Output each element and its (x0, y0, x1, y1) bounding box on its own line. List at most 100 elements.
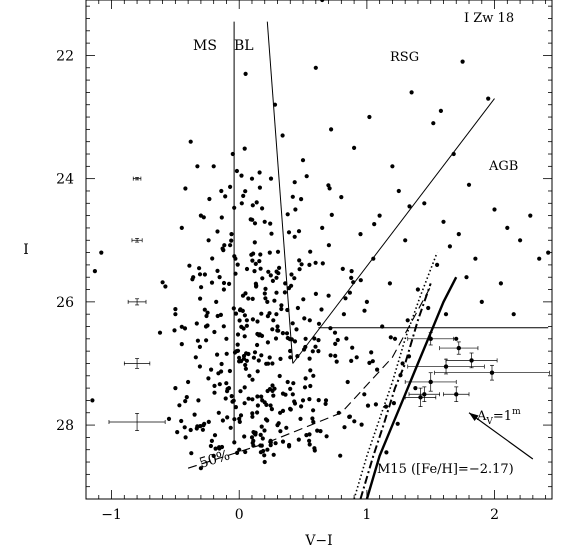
data-point (243, 291, 248, 296)
data-point (266, 361, 271, 366)
error-bar-point-dot (428, 336, 433, 342)
data-point (274, 290, 279, 295)
data-point (340, 266, 345, 271)
data-point (344, 336, 349, 341)
data-point (405, 318, 410, 323)
data-point (320, 261, 325, 266)
data-point (184, 395, 189, 400)
data-point (288, 407, 293, 412)
data-point (239, 173, 244, 178)
data-point (486, 96, 491, 101)
data-point (92, 269, 97, 274)
data-point (243, 189, 248, 194)
data-point (257, 259, 262, 264)
data-point (460, 59, 465, 64)
data-point (528, 213, 533, 218)
data-point (224, 336, 229, 341)
data-point (268, 176, 274, 181)
data-point (237, 355, 242, 360)
data-point (232, 417, 237, 422)
data-point (190, 277, 195, 282)
data-point (259, 424, 264, 429)
data-point (333, 341, 338, 346)
data-point (286, 230, 292, 235)
data-point (316, 349, 321, 354)
data-point (413, 386, 418, 391)
data-point (271, 318, 276, 323)
data-point (380, 324, 385, 329)
data-point (202, 272, 207, 277)
data-point (235, 332, 241, 337)
data-point (300, 158, 306, 163)
data-point (403, 238, 408, 243)
y-tick-label: 24 (56, 172, 74, 188)
data-point (218, 312, 223, 317)
data-point (367, 360, 372, 365)
data-point (304, 174, 309, 179)
data-point (211, 453, 216, 458)
data-point (243, 449, 248, 455)
data-point (206, 238, 211, 243)
data-point (244, 358, 249, 363)
data-point (258, 266, 263, 271)
m15-isochrone-solid (365, 276, 458, 500)
data-point (265, 340, 270, 345)
data-point (239, 201, 244, 206)
data-point (221, 287, 226, 292)
data-point (288, 386, 293, 391)
data-point (259, 394, 264, 399)
data-point (479, 299, 484, 304)
data-point (211, 164, 216, 169)
data-point (215, 229, 220, 234)
data-point (391, 401, 396, 406)
data-point (320, 225, 325, 230)
data-point (284, 331, 290, 336)
data-point (210, 256, 215, 261)
reddening-arrow-shaft (468, 412, 534, 460)
data-point (212, 433, 218, 438)
data-point (275, 324, 280, 329)
data-point (219, 215, 224, 220)
agb-label: AGB (488, 159, 518, 174)
data-point (323, 398, 329, 403)
data-point (202, 421, 207, 426)
data-point (307, 438, 312, 443)
data-point (202, 307, 207, 312)
data-point (272, 298, 277, 303)
data-point (326, 243, 331, 248)
data-point (255, 369, 260, 374)
data-point (258, 450, 263, 455)
data-point (187, 263, 192, 268)
data-point (242, 334, 247, 339)
data-point (183, 435, 188, 440)
data-point (193, 355, 198, 360)
data-point (313, 65, 318, 70)
data-point (377, 213, 382, 218)
data-point (270, 361, 275, 366)
data-point (518, 238, 523, 243)
data-point (175, 430, 180, 435)
data-point (352, 145, 357, 150)
data-point (289, 272, 294, 277)
data-point (400, 361, 405, 366)
plot-frame (85, 0, 553, 500)
data-point (254, 200, 259, 205)
reddening-arrow-head (469, 412, 479, 422)
data-point (213, 446, 218, 451)
data-point (332, 330, 338, 335)
boundary-line-bl-rsg (292, 98, 495, 364)
data-point (195, 338, 200, 343)
data-point (240, 308, 245, 313)
data-point (370, 359, 375, 364)
data-point (415, 287, 420, 292)
error-bar-point-dot (456, 345, 461, 351)
data-point (233, 271, 238, 276)
data-point (454, 336, 459, 341)
data-point (215, 268, 220, 273)
data-point (280, 439, 286, 444)
data-point (225, 415, 230, 420)
data-point (268, 273, 273, 278)
data-point (307, 356, 312, 361)
data-point (296, 229, 302, 234)
data-point (238, 413, 244, 418)
